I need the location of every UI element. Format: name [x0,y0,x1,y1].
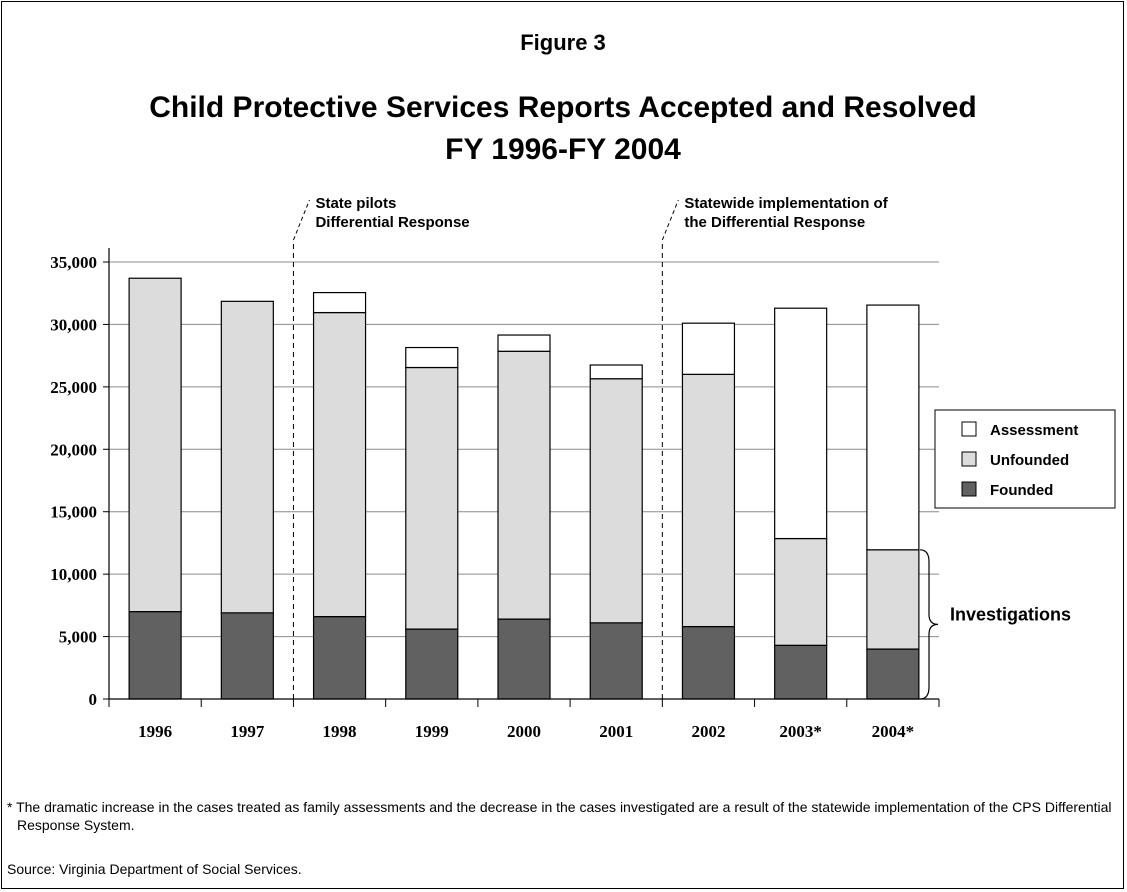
y-tick-label: 35,000 [50,253,97,272]
bar-unfounded-1999 [405,366,459,630]
axes: 0 5,000 10,000 15,000 20,000 25,000 30,000 35,0… [50,248,940,741]
bar-founded-2003 [774,644,828,700]
bar-unfounded-2002 [681,373,736,628]
legend: Assessment Unfounded Founded [934,409,1116,509]
footnote: * The dramatic increase in the cases tre… [7,799,1112,833]
bar-unfounded-2000 [497,350,551,620]
annotation-leader [661,199,679,241]
chart-title: Child Protective Services Reports Accept… [149,91,977,124]
annotations: State pilots Differential Response Statewi… [292,195,889,699]
x-tick-label: 2000 [507,722,541,741]
x-tick-label: 2001 [599,722,633,741]
bar-founded-1998 [312,615,367,700]
annotation-text: Differential Response [315,214,469,231]
bar-assessment-2000 [497,334,551,352]
annotation-leader [292,199,310,241]
legend-label-assessment: Assessment [990,422,1078,439]
investigations-brace: Investigations [919,549,1071,700]
bar-founded-2002 [681,625,736,700]
legend-swatch-unfounded [961,451,977,467]
source-note: Source: Virginia Department of Social Se… [7,861,302,877]
legend-swatch-founded [961,481,977,497]
legend-label-founded: Founded [990,482,1053,499]
bar-unfounded-1997 [220,300,274,614]
bar-assessment-1998 [312,291,367,314]
legend-swatch-assessment [961,421,977,437]
chart-subtitle: FY 1996-FY 2004 [445,133,681,166]
bar-founded-2000 [497,618,551,700]
bar-founded-1999 [405,628,459,700]
annotation-text: Statewide implementation of [684,195,888,212]
y-tick-label: 5,000 [59,628,97,647]
x-tick-label: 1999 [415,722,449,741]
bar-assessment-2003 [774,307,828,540]
x-tick-label: 1998 [323,722,357,741]
bar-assessment-2004 [866,304,920,551]
x-tick-label: 1997 [230,722,265,741]
annotation-text: State pilots [315,195,396,212]
bar-founded-1997 [220,612,274,700]
y-tick-label: 20,000 [50,440,97,459]
bars [128,277,920,700]
bar-unfounded-2004 [866,549,920,650]
annotation-text: the Differential Response [684,214,865,231]
y-tick-label: 30,000 [50,315,97,334]
x-tick-label: 2002 [691,722,725,741]
bar-assessment-2002 [681,322,736,375]
x-tick-label: 2004* [872,722,915,741]
bar-unfounded-1996 [128,277,182,613]
x-tick-label: 2003* [779,722,822,741]
bar-unfounded-1998 [312,311,367,618]
bar-assessment-1999 [405,346,459,369]
bar-assessment-2001 [589,364,643,380]
bar-founded-2004 [866,648,920,700]
bar-founded-1996 [128,610,182,700]
bar-unfounded-2001 [589,378,643,624]
figure-label: Figure 3 [520,30,606,55]
x-tick-label: 1996 [138,722,172,741]
y-tick-label: 15,000 [50,503,97,522]
brace-label: Investigations [950,604,1071,624]
bar-unfounded-2003 [774,537,828,646]
y-tick-label: 10,000 [50,565,97,584]
bar-founded-2001 [589,622,643,700]
y-tick-label: 25,000 [50,378,97,397]
legend-label-unfounded: Unfounded [990,452,1069,469]
y-tick-label: 0 [89,690,98,709]
